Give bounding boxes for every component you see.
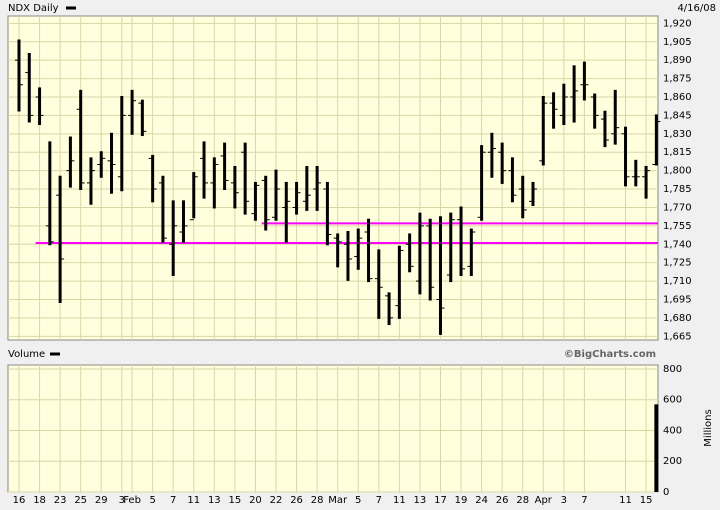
y-tick-label: 1,725	[663, 258, 692, 269]
y-tick-label: 800	[663, 364, 682, 375]
y-axis-label: Millions	[703, 409, 714, 446]
x-tick-label: 29	[95, 495, 108, 506]
y-tick-label: 1,920	[663, 18, 692, 29]
y-tick-label: 1,890	[663, 55, 692, 66]
x-tick-label: 16	[13, 495, 26, 506]
y-tick-label: 1,875	[663, 74, 692, 85]
chart-date: 4/16/08	[677, 3, 716, 14]
x-tick-label: 5	[149, 495, 155, 506]
x-tick-label: 11	[619, 495, 632, 506]
x-tick-label: 22	[270, 495, 283, 506]
x-tick-label: 11	[187, 495, 200, 506]
x-tick-label: 3	[119, 495, 125, 506]
x-tick-label: 15	[640, 495, 653, 506]
x-tick-label: 23	[54, 495, 67, 506]
y-tick-label: 1,755	[663, 221, 692, 232]
x-tick-label: Apr	[535, 495, 553, 506]
x-tick-label: Feb	[123, 495, 141, 506]
x-tick-label: 26	[496, 495, 509, 506]
x-tick-label: 7	[581, 495, 587, 506]
volume-title: Volume	[8, 349, 45, 360]
x-tick-label: 11	[393, 495, 406, 506]
y-tick-label: 1,905	[663, 37, 692, 48]
y-tick-label: 1,710	[663, 276, 692, 287]
chart-title: NDX Daily	[8, 3, 59, 14]
x-tick-label: 18	[33, 495, 46, 506]
x-tick-label: 15	[229, 495, 242, 506]
x-tick-label: 17	[434, 495, 447, 506]
volume-bar	[654, 404, 659, 492]
y-tick-label: 400	[663, 425, 682, 436]
x-tick-label: 28	[516, 495, 529, 506]
x-tick-label: 3	[561, 495, 567, 506]
x-tick-label: 24	[475, 495, 488, 506]
x-tick-label: 20	[249, 495, 262, 506]
y-tick-label: 1,860	[663, 92, 692, 103]
y-tick-label: 1,785	[663, 184, 692, 195]
y-tick-label: 1,815	[663, 147, 692, 158]
x-tick-label: 7	[376, 495, 382, 506]
x-tick-label: 13	[414, 495, 427, 506]
volume-panel	[7, 364, 659, 493]
y-tick-label: 0	[663, 487, 669, 498]
x-tick-label: 25	[74, 495, 87, 506]
y-tick-label: 200	[663, 456, 682, 467]
y-tick-label: 1,680	[663, 313, 692, 324]
y-tick-label: 1,800	[663, 166, 692, 177]
y-tick-label: 1,740	[663, 239, 692, 250]
credit: ©BigCharts.com	[564, 349, 656, 360]
y-tick-label: 600	[663, 395, 682, 406]
y-tick-label: 1,830	[663, 129, 692, 140]
x-tick-label: 5	[355, 495, 361, 506]
x-tick-label: 7	[170, 495, 176, 506]
price-panel	[7, 15, 659, 341]
y-tick-label: 1,770	[663, 202, 692, 213]
y-tick-label: 1,665	[663, 331, 692, 342]
x-tick-label: Mar	[328, 495, 348, 506]
x-tick-label: 26	[290, 495, 303, 506]
y-tick-label: 1,695	[663, 295, 692, 306]
x-tick-label: 13	[208, 495, 221, 506]
x-tick-label: 28	[311, 495, 324, 506]
x-tick-label: 19	[455, 495, 468, 506]
y-tick-label: 1,845	[663, 110, 692, 121]
